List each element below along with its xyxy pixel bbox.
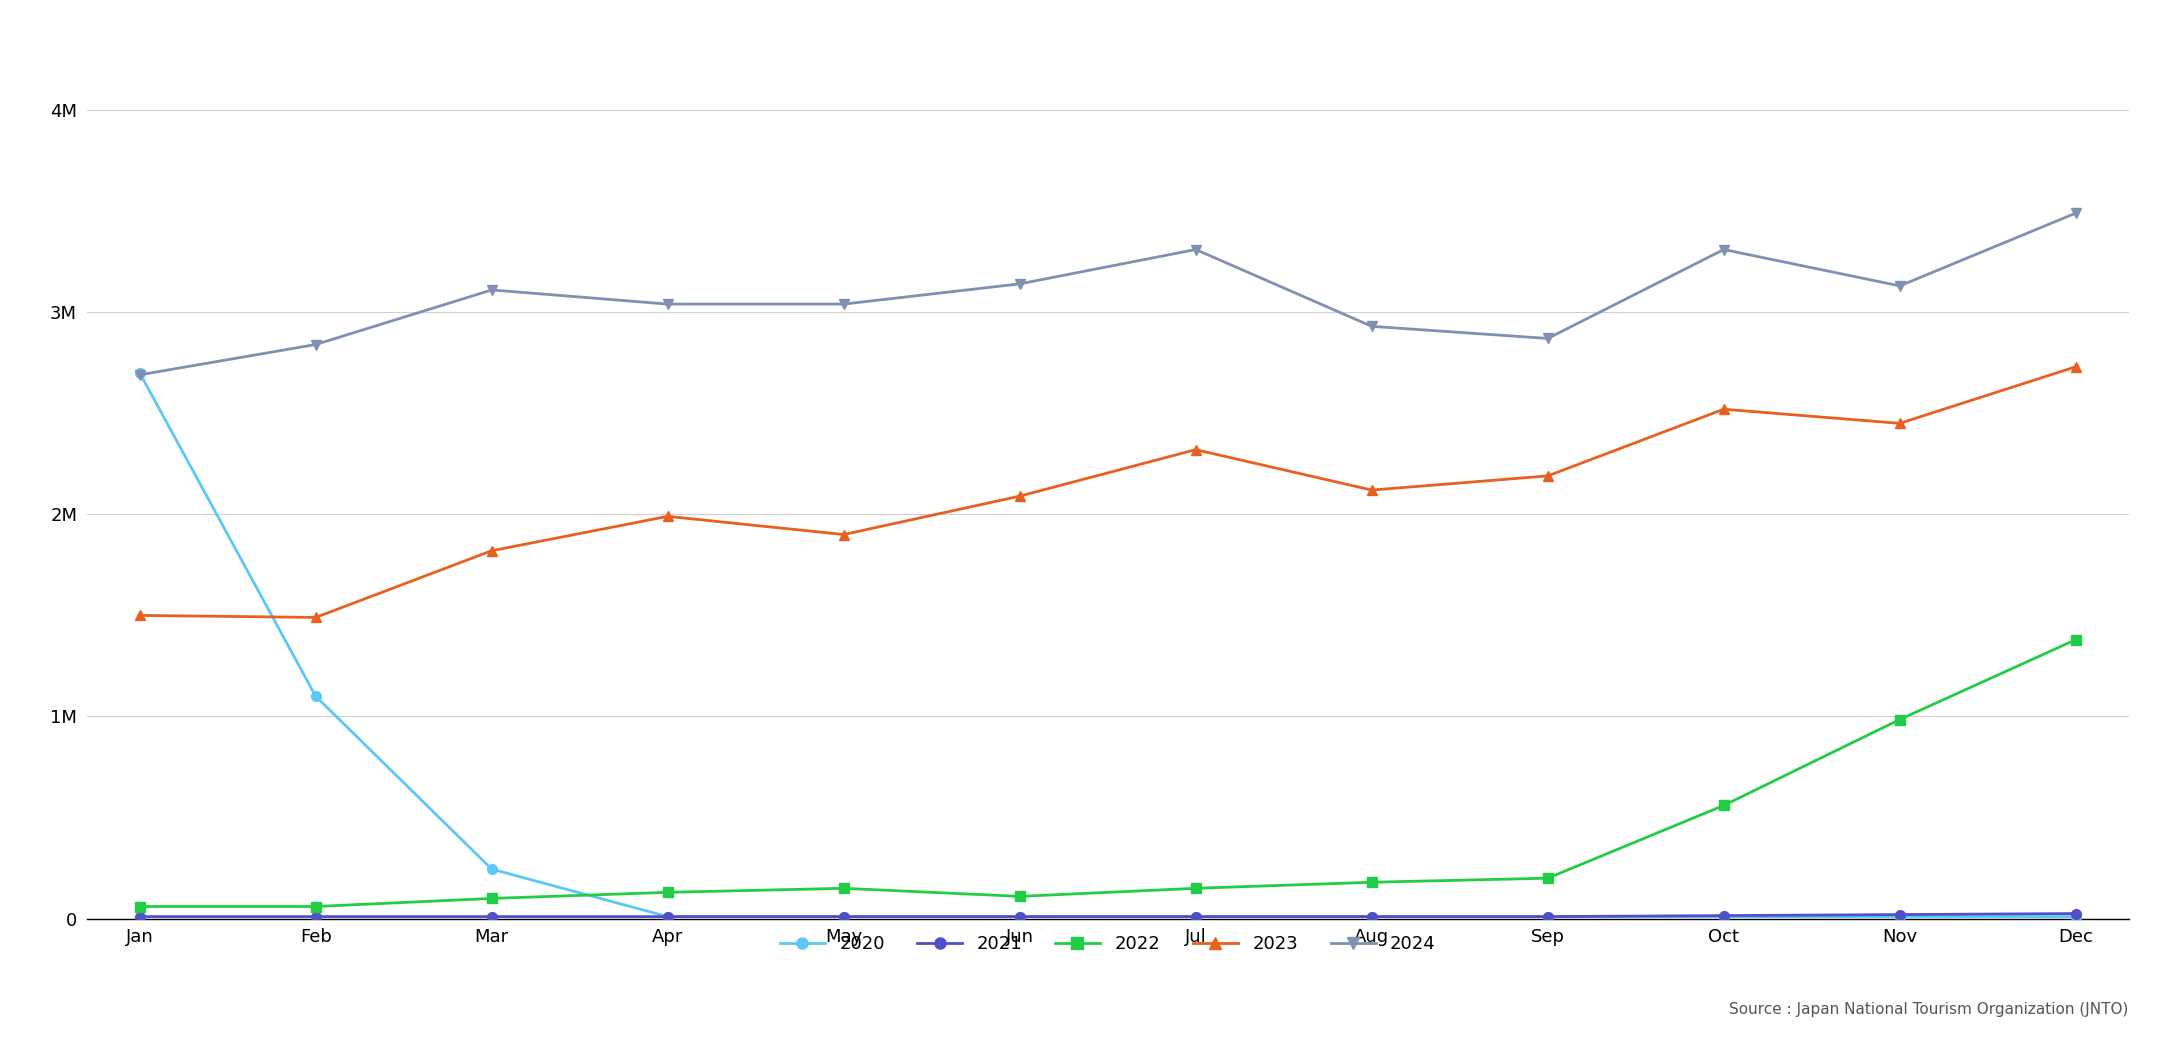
Legend: 2020, 2021, 2022, 2023, 2024: 2020, 2021, 2022, 2023, 2024 [773, 928, 1442, 960]
2024 [2063, 207, 2089, 219]
2023 [1184, 443, 1210, 456]
2022 [1887, 713, 1914, 726]
2020 [1536, 910, 1562, 923]
2020 [1887, 910, 1914, 923]
2021 [126, 910, 152, 923]
2022 [2063, 633, 2089, 646]
2024 [478, 283, 504, 296]
2022 [302, 900, 328, 912]
2022 [1536, 872, 1562, 884]
2021 [1887, 908, 1914, 921]
2021 [1184, 910, 1210, 923]
2024 [1184, 243, 1210, 255]
2021 [302, 910, 328, 923]
Line: 2021: 2021 [135, 908, 2081, 922]
Line: 2024: 2024 [135, 209, 2081, 380]
2022 [1712, 799, 1738, 812]
Text: Source : Japan National Tourism Organization (JNTO): Source : Japan National Tourism Organiza… [1729, 1003, 2129, 1017]
Text: 1.1 Overseas Residents' Visits to Japan by month: 1.1 Overseas Residents' Visits to Japan … [784, 57, 1431, 84]
2024 [1712, 243, 1738, 255]
2021 [830, 910, 856, 923]
2023 [302, 611, 328, 624]
2024 [1360, 320, 1386, 332]
2022 [1184, 882, 1210, 895]
2021 [1006, 910, 1032, 923]
2022 [830, 882, 856, 895]
2020 [654, 910, 680, 923]
2021 [2063, 907, 2089, 920]
2024 [1536, 332, 1562, 345]
2020 [478, 863, 504, 875]
2023 [478, 545, 504, 557]
2024 [302, 338, 328, 351]
2021 [1360, 910, 1386, 923]
2024 [1887, 279, 1914, 292]
2020 [126, 366, 152, 379]
Line: 2022: 2022 [135, 635, 2081, 911]
2020 [1360, 910, 1386, 923]
2024 [1006, 277, 1032, 290]
2021 [1536, 910, 1562, 923]
Line: 2023: 2023 [135, 362, 2081, 623]
2023 [654, 510, 680, 522]
2024 [126, 368, 152, 381]
2023 [830, 528, 856, 541]
2023 [2063, 360, 2089, 373]
Line: 2020: 2020 [135, 367, 2081, 922]
2024 [830, 298, 856, 310]
2021 [478, 910, 504, 923]
2020 [1006, 910, 1032, 923]
2020 [2063, 910, 2089, 923]
2023 [1006, 490, 1032, 502]
2022 [1360, 876, 1386, 889]
2023 [1536, 469, 1562, 482]
2022 [1006, 891, 1032, 903]
2023 [1712, 403, 1738, 415]
2022 [654, 886, 680, 899]
2021 [654, 910, 680, 923]
2020 [302, 690, 328, 703]
2023 [1887, 417, 1914, 430]
2021 [1712, 909, 1738, 922]
2023 [1360, 484, 1386, 496]
2024 [654, 298, 680, 310]
2020 [1712, 910, 1738, 923]
2022 [478, 893, 504, 905]
2020 [1184, 910, 1210, 923]
2022 [126, 900, 152, 912]
2020 [830, 910, 856, 923]
2023 [126, 609, 152, 622]
